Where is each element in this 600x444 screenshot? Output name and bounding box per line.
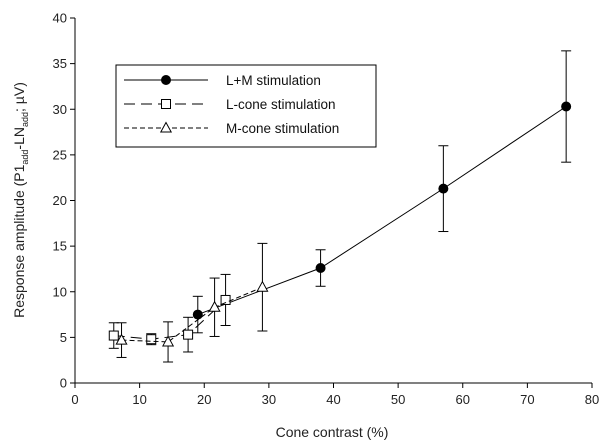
legend-marker (159, 121, 173, 133)
data-point (561, 101, 572, 112)
data-point (220, 294, 231, 305)
legend-label: L+M stimulation (226, 73, 321, 88)
y-axis-title-end: ; µV) (11, 82, 27, 112)
data-point (146, 334, 157, 345)
legend-label: M-cone stimulation (226, 121, 339, 136)
x-tick-label: 60 (456, 392, 470, 407)
legend: L+M stimulation L-cone stimulation M-cone … (115, 64, 377, 148)
data-point (315, 263, 326, 274)
x-tick-label: 20 (197, 392, 211, 407)
data-point (183, 329, 194, 340)
y-tick-label: 15 (53, 239, 67, 254)
data-point (438, 183, 449, 194)
legend-marker (161, 99, 171, 109)
data-point (108, 330, 119, 341)
y-tick-label: 0 (60, 376, 67, 391)
data-point (256, 280, 269, 292)
x-tick-label: 80 (585, 392, 599, 407)
x-tick-label: 30 (262, 392, 276, 407)
y-tick-label: 35 (53, 56, 67, 71)
y-tick-label: 10 (53, 284, 67, 299)
y-axis-title-mid: -LN (11, 127, 27, 150)
legend-marker (161, 75, 171, 85)
series-line (113, 299, 226, 340)
y-tick-label: 5 (60, 330, 67, 345)
y-tick-label: 30 (53, 102, 67, 117)
data-point (115, 333, 128, 345)
legend-box (115, 64, 377, 148)
y-axis-title: Response amplitude (P1add-LNadd; µV) (11, 82, 30, 318)
y-axis-title-main: Response amplitude (P1 (11, 164, 27, 318)
series-layer (108, 50, 572, 363)
x-tick-label: 10 (132, 392, 146, 407)
series-1 (108, 273, 231, 353)
y-tick-label: 25 (53, 147, 67, 162)
y-axis-title-sub1: add (20, 150, 30, 165)
x-tick-label: 40 (326, 392, 340, 407)
series-line (121, 286, 263, 343)
y-tick-label: 40 (53, 11, 67, 26)
series-2 (115, 242, 269, 363)
y-axis-title-sub2: add (20, 112, 30, 127)
x-tick-label: 70 (520, 392, 534, 407)
y-tick-label: 20 (53, 193, 67, 208)
x-tick-label: 0 (71, 392, 78, 407)
data-point (208, 300, 221, 312)
x-tick-label: 50 (391, 392, 405, 407)
x-axis-title: Cone contrast (%) (276, 424, 389, 440)
data-point (192, 309, 203, 320)
legend-label: L-cone stimulation (226, 97, 336, 112)
axes: 0 10 20 30 40 50 60 70 80 0 5 10 15 20 25 30 35 40 (53, 11, 600, 408)
data-point (162, 335, 175, 347)
